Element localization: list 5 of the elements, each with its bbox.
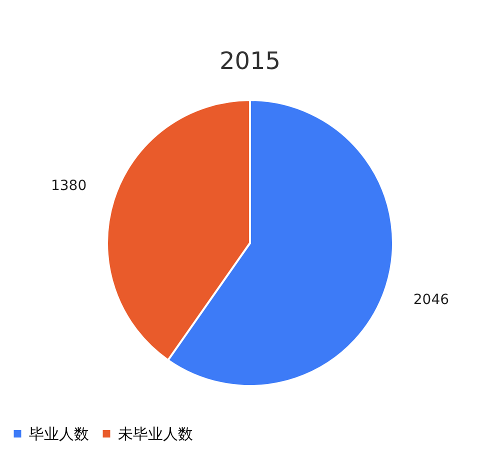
data-label: 2046: [413, 292, 450, 308]
legend-label: 未毕业人数: [118, 424, 193, 443]
legend-label: 毕业人数: [29, 424, 89, 443]
chart-title: 2015: [219, 47, 281, 75]
data-label: 1380: [50, 178, 87, 194]
